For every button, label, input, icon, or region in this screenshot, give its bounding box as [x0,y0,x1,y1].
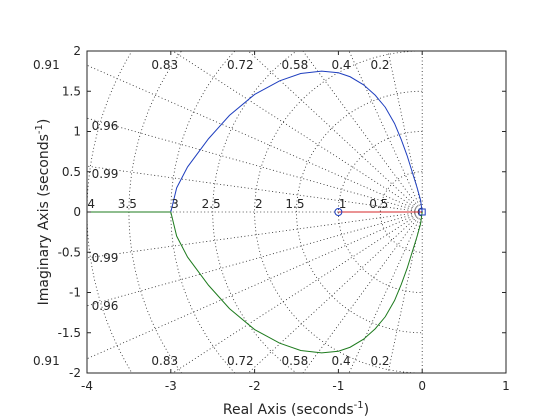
locus-branch [170,70,423,213]
marker-layer [334,208,426,216]
tick-layer: -4 -3 -2 -1 0 1 -2 -1.5 -1 -0.5 0 0.5 1 1.5 2 [58,44,510,393]
y-tick-label: -2 [69,366,81,380]
grid-label-layer: 0.2 0.4 0.58 0.72 0.83 0.91 0.2 0.4 0.58 0.72 0.83… [33,58,390,368]
y-tick-label: 1.5 [62,84,81,98]
y-tick-label: -0.5 [58,245,81,259]
x-tick-label: -1 [332,379,344,393]
pole-marker [418,208,426,216]
damping-label: 0.2 [370,58,389,72]
damping-label: 0.58 [282,354,309,368]
damping-label: 0.91 [33,354,60,368]
zero-marker [334,208,343,216]
frequency-label: 4 [87,197,95,211]
damping-label: 0.83 [151,354,178,368]
frequency-grid-arc [379,171,423,253]
frequency-grid-arc [212,51,298,373]
damping-label: 0.72 [227,354,254,368]
y-tick-label: -1.5 [58,326,81,340]
y-axis-label: Imaginary Axis (seconds-1) [34,119,52,306]
damping-label: 0.99 [92,251,119,265]
x-tick-label: 1 [502,379,510,393]
damping-grid-ray [87,211,423,360]
y-tick-label: 2 [73,44,81,58]
y-tick-label: 1 [73,125,81,139]
frequency-label: 1 [339,197,347,211]
damping-label: 0.83 [151,58,178,72]
damping-grid-ray [302,51,423,213]
frequency-label: 2.5 [202,197,221,211]
y-tick-label: 0 [73,205,81,219]
damping-label: 0.96 [92,119,119,133]
damping-grid-ray [87,64,423,213]
frequency-label: 0.5 [369,197,388,211]
damping-label: 0.4 [332,58,351,72]
frequency-label: 1.5 [285,197,304,211]
frequency-label: 3 [171,197,179,211]
locus-branch [170,211,423,354]
y-tick-label: -1 [69,286,81,300]
x-tick-label: -4 [81,379,93,393]
x-tick-label: -2 [249,379,261,393]
damping-label: 0.91 [33,58,60,72]
damping-grid-ray [302,211,423,373]
damping-label: 0.58 [282,58,309,72]
frequency-label: 2 [255,197,263,211]
frequency-grid-arc [337,131,423,293]
damping-label: 0.2 [370,354,389,368]
x-axis-label: Real Axis (seconds-1) [223,400,369,418]
damping-label: 0.72 [227,58,254,72]
frequency-label: 3.5 [118,197,137,211]
x-tick-label: -3 [165,379,177,393]
series-layer [87,70,423,354]
y-tick-label: 0.5 [62,165,81,179]
x-tick-label: 0 [418,379,426,393]
damping-label: 0.96 [92,299,119,313]
damping-label: 0.4 [332,354,351,368]
damping-label: 0.99 [92,167,119,181]
